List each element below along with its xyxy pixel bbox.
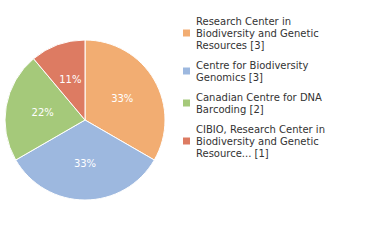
svg-text:Centre for Biodiversity: Centre for Biodiversity — [196, 60, 312, 71]
svg-text:Biodiversity and Genetic: Biodiversity and Genetic — [196, 136, 322, 147]
svg-text:Barcoding [2]: Barcoding [2] — [196, 104, 264, 115]
svg-text:33%: 33% — [74, 158, 96, 169]
svg-text:11%: 11% — [59, 74, 81, 85]
svg-text:Resource... [1]: Resource... [1] — [196, 148, 269, 159]
svg-text:Biodiversity and Genetic: Biodiversity and Genetic — [196, 28, 322, 39]
svg-text:33%: 33% — [111, 93, 133, 104]
svg-text:Resources [3]: Resources [3] — [196, 40, 265, 51]
svg-text:Genomics [3]: Genomics [3] — [196, 72, 263, 83]
svg-text:Canadian Centre for DNA: Canadian Centre for DNA — [196, 92, 325, 103]
svg-text:Research Center in: Research Center in — [196, 16, 294, 27]
svg-text:22%: 22% — [32, 107, 54, 118]
svg-text:CIBIO, Research Center in: CIBIO, Research Center in — [196, 124, 328, 135]
